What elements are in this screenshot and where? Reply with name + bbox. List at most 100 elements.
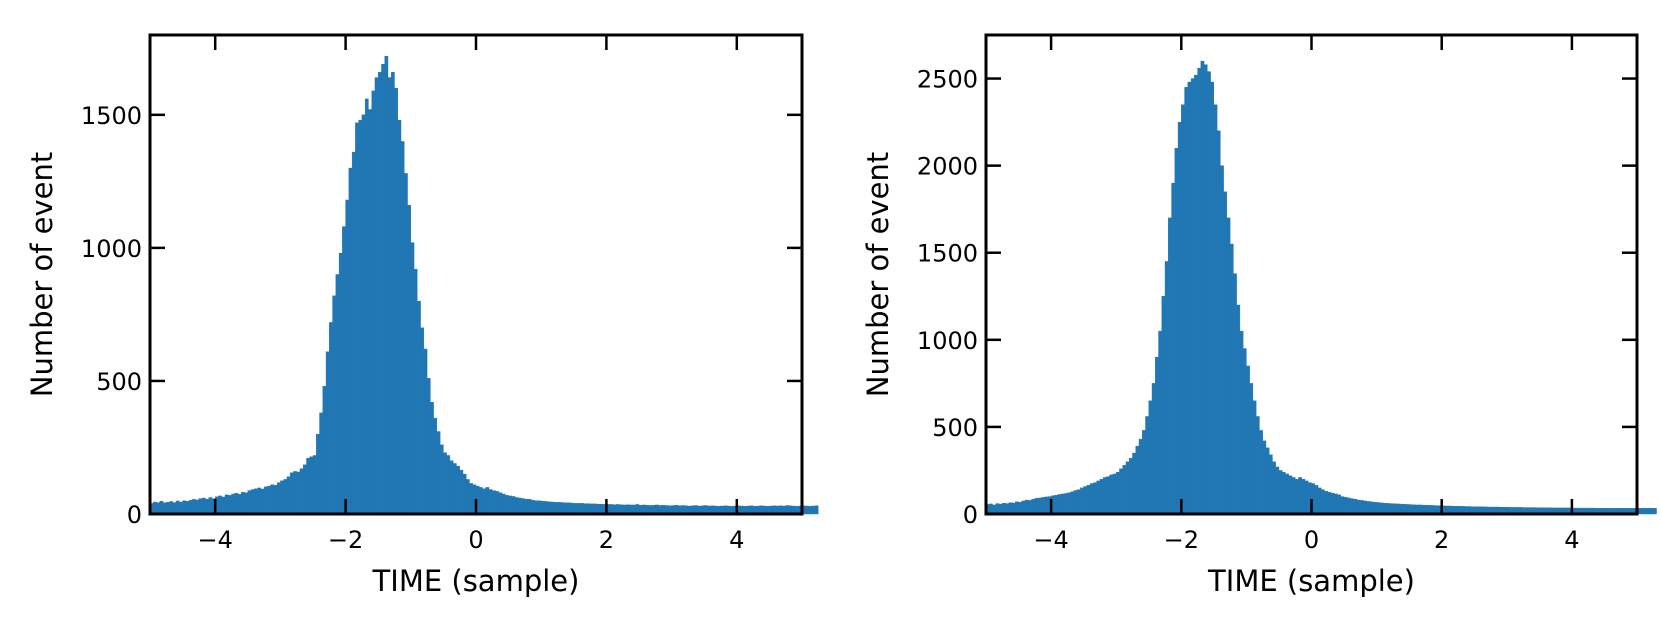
x-tick-label: −4: [1033, 526, 1068, 554]
histogram-bar: [1151, 383, 1156, 515]
histogram-bar: [1031, 498, 1036, 515]
histogram-bar: [387, 77, 392, 515]
histogram-bar: [1148, 400, 1153, 515]
histogram-bar: [1353, 498, 1358, 515]
histogram-bar: [410, 242, 415, 515]
histogram-bar: [1164, 261, 1169, 515]
histogram-bar: [1220, 165, 1224, 515]
histogram-bar: [586, 503, 591, 515]
histogram-bar: [1301, 478, 1306, 515]
histogram-bar: [1161, 296, 1166, 515]
x-tick-label: −2: [328, 526, 363, 554]
histogram-bar: [293, 471, 297, 515]
histogram-bar: [1265, 447, 1270, 515]
histogram-bar: [1643, 508, 1647, 515]
histogram-bar: [228, 495, 232, 515]
histogram-bar: [192, 499, 196, 515]
histogram-bar: [560, 502, 565, 515]
histogram-bar: [1200, 60, 1205, 515]
histogram-bar: [182, 500, 187, 515]
histogram-bar: [417, 300, 421, 515]
histogram-bar: [989, 503, 993, 515]
histogram-bar: [1255, 416, 1260, 515]
histogram-bar: [488, 489, 493, 515]
histogram-bar: [368, 109, 372, 515]
histogram-bar: [805, 505, 809, 515]
chart-left: −4 −2 0 2 4 0 500 1000 1500 TIME (sample) Number…: [25, 33, 819, 598]
histogram-bar: [299, 468, 304, 515]
histogram-bar: [1093, 482, 1097, 515]
histogram-bar: [1083, 486, 1088, 515]
histogram-bar: [1275, 466, 1280, 515]
histogram-bar: [593, 503, 597, 515]
y-tick-label: 1000: [81, 235, 142, 263]
histogram-bar: [1229, 243, 1234, 515]
x-tick-label: 2: [1434, 526, 1449, 554]
histogram-bar: [179, 501, 183, 515]
histogram-bar: [1360, 500, 1364, 515]
histogram-bar: [557, 502, 561, 515]
histogram-bar: [1132, 452, 1136, 515]
histogram-bar: [1181, 104, 1185, 515]
histogram-bar: [456, 465, 460, 515]
histogram-bar: [1376, 502, 1381, 515]
histogram-bar: [1314, 485, 1319, 515]
histogram-bar: [531, 499, 535, 515]
histogram-bar: [1002, 503, 1006, 515]
histogram-bar: [1099, 478, 1104, 515]
x-tick-label: 0: [1304, 526, 1319, 554]
y-tick-label: 2000: [917, 153, 978, 181]
histogram-bar: [547, 501, 552, 515]
y-axis-label-right: Number of event: [861, 152, 895, 397]
histogram-bar: [430, 402, 434, 515]
histogram-bar: [267, 485, 271, 515]
histogram-bar: [208, 497, 213, 515]
histogram-bar: [1041, 497, 1045, 515]
histogram-bar: [1268, 454, 1273, 515]
y-tick-label: 500: [96, 368, 142, 396]
histogram-bar: [1044, 496, 1049, 515]
histogram-bar: [541, 501, 545, 515]
histogram-bar: [221, 496, 226, 515]
histogram-bar: [1024, 499, 1029, 515]
histogram-bar: [534, 500, 539, 515]
histogram-bar: [247, 490, 252, 515]
histogram-bar: [306, 457, 310, 515]
histogram-bar: [482, 488, 486, 515]
histogram-bar: [1102, 477, 1107, 515]
histogram-bar: [153, 501, 157, 515]
histogram-bar: [1122, 465, 1127, 515]
histogram-bar: [351, 151, 356, 515]
histogram-bar: [449, 460, 454, 515]
histogram-bar: [1194, 74, 1198, 515]
histogram-bar: [563, 502, 568, 515]
histogram-bar: [1174, 148, 1179, 515]
histogram-bar: [570, 502, 574, 515]
histogram-bar: [580, 503, 584, 515]
histogram-bar: [511, 496, 516, 515]
histogram-bar: [1395, 503, 1400, 515]
histogram-bar: [1080, 487, 1084, 515]
y-tick-label: 2500: [917, 66, 978, 94]
histogram-bar: [423, 348, 428, 515]
histogram-bar: [1197, 67, 1202, 515]
histogram-bar: [995, 503, 1000, 515]
histogram-bar: [1392, 503, 1397, 515]
x-tick-label: −2: [1164, 526, 1199, 554]
histogram-bar: [289, 472, 294, 515]
histogram-bar: [241, 491, 245, 515]
histogram-bar: [1125, 461, 1130, 515]
histogram-bar: [420, 327, 425, 515]
histogram-bar: [270, 484, 275, 515]
histogram-bar: [433, 418, 438, 515]
histogram-bar: [348, 167, 353, 515]
histogram-bar: [495, 491, 500, 515]
histogram-bar: [1317, 487, 1322, 515]
histogram-bar: [1321, 489, 1325, 515]
histogram-bar: [521, 498, 526, 515]
histogram-bar: [276, 482, 281, 515]
histogram-bar: [257, 487, 262, 515]
histogram-bar: [485, 487, 490, 515]
x-tick-label: 2: [599, 526, 614, 554]
